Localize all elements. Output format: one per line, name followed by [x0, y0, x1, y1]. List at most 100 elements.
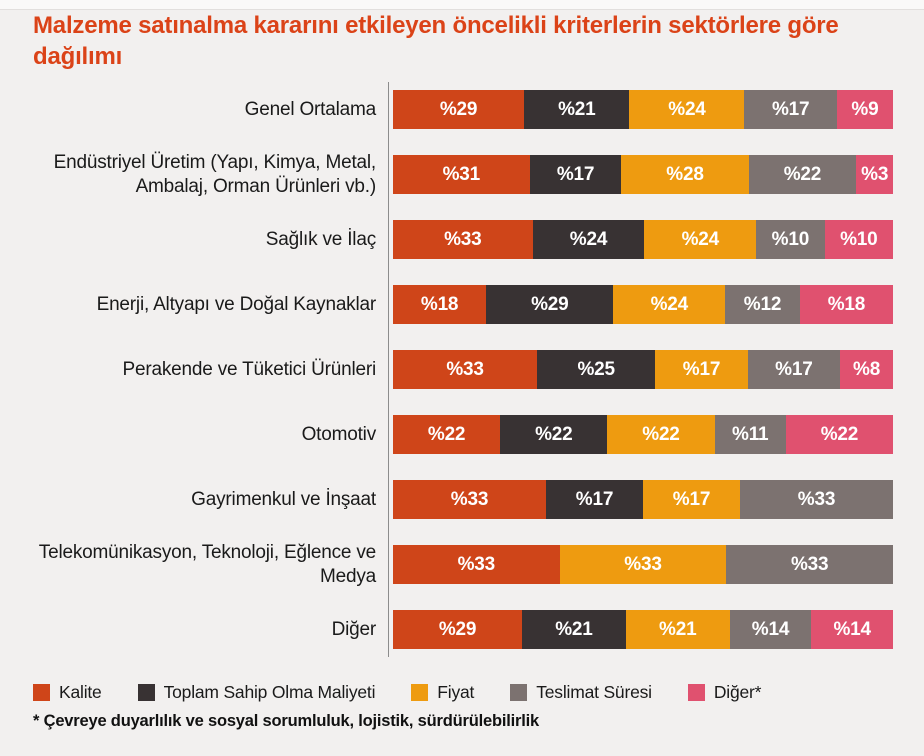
bar-segment-toplam-sahip-olma-maliyeti: %29	[486, 285, 614, 324]
bar-segment-kalite: %29	[393, 610, 523, 649]
bar-segment-diger: %10	[824, 220, 893, 259]
bar-segment-fiyat: %24	[629, 90, 745, 129]
legend-item-fiyat: Fiyat	[411, 682, 474, 703]
legend-item-diger: Diğer*	[687, 682, 762, 703]
segment-value-label: %10	[840, 228, 878, 250]
segment-value-label: %17	[682, 358, 721, 380]
axis-line	[388, 82, 389, 657]
segment-value-label: %28	[666, 163, 704, 185]
segment-value-label: %22	[535, 423, 573, 445]
bar-segment-toplam-sahip-olma-maliyeti: %21	[522, 610, 626, 649]
bar-segment-diger: %9	[836, 90, 893, 129]
bar: %33 %24 %24 %10 %10	[393, 220, 893, 259]
legend-swatch-kalite	[33, 684, 50, 701]
row-label: Gayrimenkul ve İnşaat	[191, 488, 376, 510]
segment-value-label: %33	[444, 228, 482, 250]
top-edge-strip	[0, 0, 924, 10]
bar-segment-toplam-sahip-olma-maliyeti: %22	[500, 415, 608, 454]
segment-value-label: %21	[558, 98, 596, 120]
bar-segment-fiyat: %17	[643, 480, 740, 519]
segment-value-label: %14	[751, 618, 790, 640]
legend-swatch-toplam-sahip-olma-maliyeti	[137, 684, 155, 701]
bar-segment-toplam-sahip-olma-maliyeti: %17	[546, 480, 643, 519]
bar-segment-toplam-sahip-olma-maliyeti: %17	[529, 155, 622, 194]
segment-value-label: %22	[427, 423, 466, 445]
bar-segment-kalite: %31	[393, 155, 530, 194]
bar-segment-fiyat: %17	[655, 350, 748, 389]
row-label: Endüstriyel Üretim (Yapı, Kimya, Metal, …	[53, 152, 377, 197]
segment-value-label: %24	[569, 228, 608, 250]
legend: Kalite Toplam Sahip Olma Maliyeti Fiyat Tes…	[33, 682, 761, 703]
segment-value-label: %24	[650, 293, 689, 315]
chart-row: Enerji, Altyapı ve Doğal Kaynaklar %18 %29…	[33, 285, 893, 324]
chart-title: Malzeme satınalma kararını etkileyen önc…	[33, 12, 839, 71]
segment-value-label: %29	[439, 98, 478, 120]
chart-row: Otomotiv %22 %22 %22 %11 %22	[33, 415, 894, 454]
bar: %33 %25 %17 %17 %8	[393, 350, 893, 389]
chart-row: Diğer %29 %21 %21 %14 %14	[33, 610, 893, 649]
segment-value-label: %11	[732, 423, 769, 445]
segment-value-label: %22	[783, 163, 822, 185]
stacked-bar-chart: Genel Ortalama %29 %21 %24 %17 %9 Endüstriyel …	[33, 82, 894, 657]
segment-value-label: %8	[853, 358, 881, 380]
row-label: Enerji, Altyapı ve Doğal Kaynaklar	[96, 293, 377, 315]
bar-segment-teslimat-suresi: %11	[714, 415, 786, 454]
bar-segment-diger: %18	[799, 285, 893, 324]
segment-value-label: %9	[851, 98, 879, 120]
chart-row: Sağlık ve İlaç %33 %24 %24 %10 %10	[33, 220, 893, 259]
bar-segment-fiyat: %33	[559, 545, 727, 584]
chart-row: Genel Ortalama %29 %21 %24 %17 %9	[33, 90, 893, 129]
chart-row: Endüstriyel Üretim (Yapı, Kimya, Metal, …	[33, 152, 893, 197]
bar: %29 %21 %21 %14 %14	[393, 610, 893, 649]
bar-segment-kalite: %29	[393, 90, 525, 129]
bar-segment-kalite: %33	[393, 350, 538, 389]
footnote: * Çevreye duyarlılık ve sosyal sorumlulu…	[33, 712, 539, 730]
bar-segment-fiyat: %24	[613, 285, 726, 324]
bar-segment-fiyat: %24	[644, 220, 757, 259]
segment-value-label: %33	[797, 488, 836, 510]
bar: %33 %17 %17 %33	[393, 480, 893, 519]
legend-item-teslimat-suresi: Teslimat Süresi	[510, 682, 652, 703]
segment-value-label: %24	[668, 98, 706, 120]
chart-row: Perakende ve Tüketici Ürünleri %33 %25 %17%…	[33, 350, 893, 389]
bar: %18 %29 %24 %12 %18	[393, 285, 893, 324]
bar-segment-fiyat: %22	[607, 415, 715, 454]
segment-value-label: %33	[446, 358, 484, 380]
legend-label: Diğer*	[713, 682, 762, 702]
segment-value-label: %12	[743, 293, 782, 315]
segment-value-label: %22	[820, 423, 859, 445]
segment-value-label: %17	[775, 358, 813, 380]
bar-segment-teslimat-suresi: %17	[744, 90, 837, 129]
segment-value-label: %29	[438, 618, 477, 640]
chart-row: Gayrimenkul ve İnşaat %33 %17 %17 %33	[33, 480, 893, 519]
segment-value-label: %10	[771, 228, 810, 250]
legend-swatch-diger	[687, 684, 705, 701]
segment-value-label: %24	[681, 228, 720, 250]
legend-item-kalite: Kalite	[33, 682, 102, 703]
legend-label: Kalite	[59, 682, 102, 702]
segment-value-label: %17	[672, 488, 711, 510]
row-label: Perakende ve Tüketici Ürünleri	[122, 358, 377, 380]
bar: %31 %17 %28 %22 %3	[393, 155, 893, 194]
bar-segment-teslimat-suresi: %12	[725, 285, 800, 324]
bar: %22 %22 %22 %11 %22	[393, 415, 894, 454]
row-label: Sağlık ve İlaç	[265, 228, 376, 250]
bar-segment-fiyat: %21	[625, 610, 730, 649]
bar-segment-toplam-sahip-olma-maliyeti: %21	[524, 90, 630, 129]
bar-segment-teslimat-suresi: %33	[739, 480, 893, 519]
row-label: Otomotiv	[301, 423, 377, 445]
bar-segment-teslimat-suresi: %14	[729, 610, 812, 649]
bar-segment-diger: %22	[785, 415, 894, 454]
segment-value-label: %18	[827, 293, 866, 315]
segment-value-label: %33	[624, 553, 662, 575]
bar: %29 %21 %24 %17 %9	[393, 90, 893, 129]
segment-value-label: %3	[861, 163, 889, 185]
bar-segment-teslimat-suresi: %22	[748, 155, 857, 194]
bar-segment-diger: %8	[840, 350, 893, 389]
segment-value-label: %14	[833, 618, 871, 640]
legend-item-toplam-sahip-olma-maliyeti: Toplam Sahip Olma Maliyeti	[137, 682, 375, 703]
segment-value-label: %17	[771, 98, 810, 120]
bar-segment-teslimat-suresi: %17	[747, 350, 841, 389]
segment-value-label: %31	[442, 163, 481, 185]
